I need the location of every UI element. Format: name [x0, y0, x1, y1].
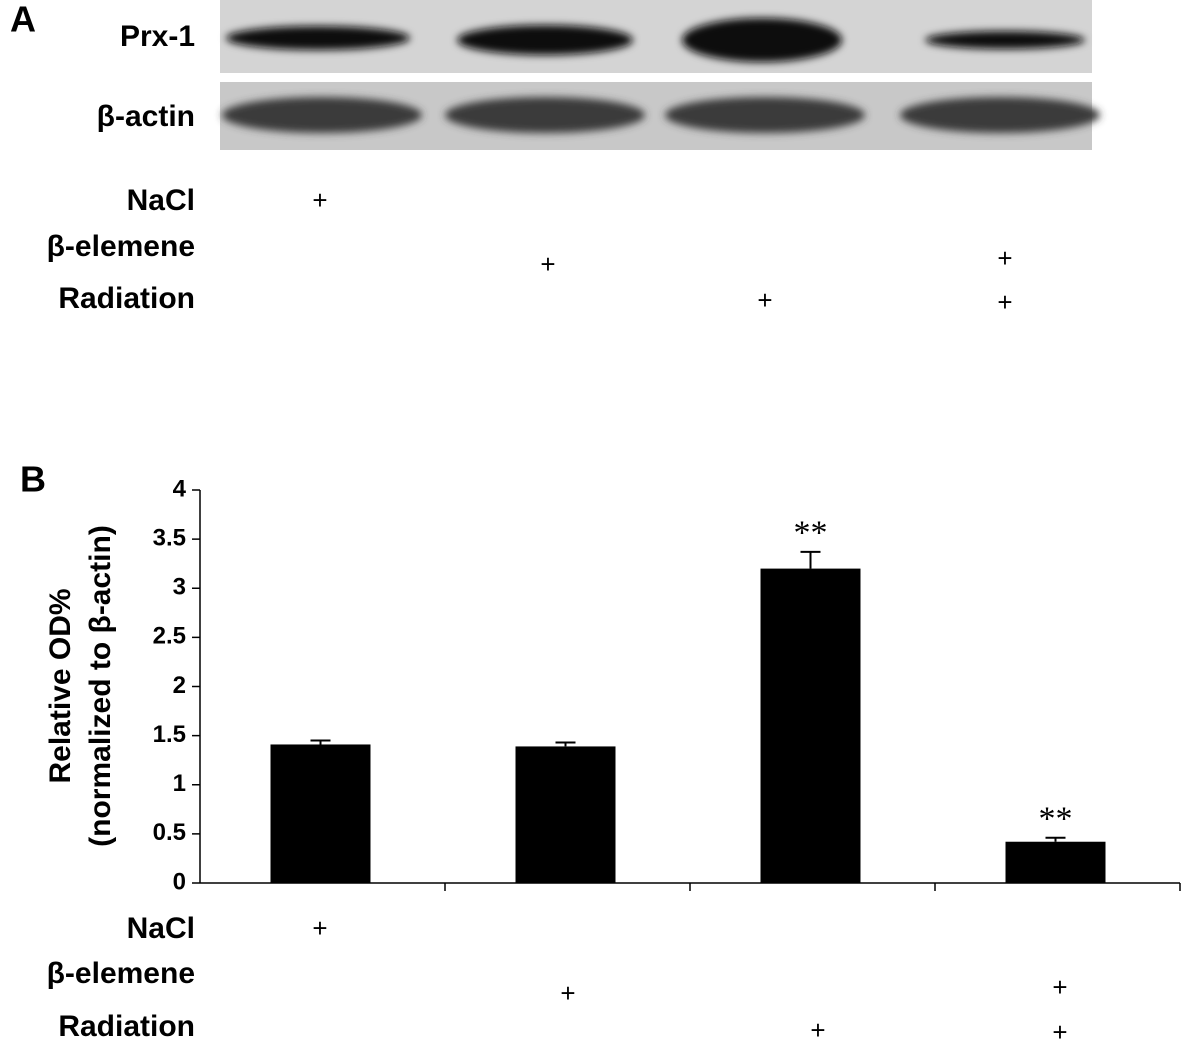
- blot-bands: [222, 18, 1100, 133]
- condition-mark: +: [997, 243, 1012, 273]
- y-tick-label: 1.5: [153, 721, 186, 748]
- band-label: Prx-1: [120, 20, 195, 53]
- significance: **: [794, 515, 828, 552]
- bar: [1005, 841, 1106, 883]
- condition-label: Radiation: [58, 1010, 195, 1043]
- y-tick-label: 0.5: [153, 819, 186, 846]
- condition-mark: +: [810, 1015, 825, 1043]
- condition-label: NaCl: [127, 184, 195, 217]
- band-label: β-actin: [97, 100, 195, 133]
- condition-mark: +: [540, 249, 555, 279]
- y-tick-label: 4: [173, 475, 187, 502]
- significance: **: [1039, 801, 1073, 838]
- condition-mark: +: [312, 185, 327, 215]
- condition-label: Radiation: [58, 282, 195, 315]
- y-tick-label: 2: [173, 672, 186, 699]
- y-tick-label: 3: [173, 574, 186, 601]
- y-tick-label: 0: [173, 868, 186, 895]
- condition-mark: +: [757, 285, 772, 315]
- error-bar: [555, 741, 576, 747]
- condition-mark: +: [560, 978, 575, 1008]
- error-bar: [310, 739, 331, 745]
- condition-mark: +: [1052, 1017, 1067, 1043]
- panel-label: B: [20, 459, 46, 500]
- y-tick-label: 2.5: [153, 623, 186, 650]
- condition-label: β-elemene: [47, 957, 195, 990]
- y-axis-label: Relative OD%: [44, 588, 77, 783]
- y-axis-label: (normalized to β-actin): [84, 525, 117, 847]
- y-tick-label: 3.5: [153, 524, 186, 551]
- bar: [270, 744, 371, 883]
- panel-label: A: [10, 0, 36, 40]
- condition-mark: +: [1052, 972, 1067, 1002]
- condition-label: NaCl: [127, 912, 195, 945]
- y-tick-label: 1: [173, 770, 186, 797]
- bar: [515, 746, 616, 883]
- bar: [760, 568, 861, 883]
- condition-mark: +: [997, 287, 1012, 317]
- error-bar: [1045, 836, 1066, 842]
- condition-mark: +: [312, 913, 327, 943]
- error-bar: [800, 550, 821, 569]
- condition-label: β-elemene: [47, 230, 195, 263]
